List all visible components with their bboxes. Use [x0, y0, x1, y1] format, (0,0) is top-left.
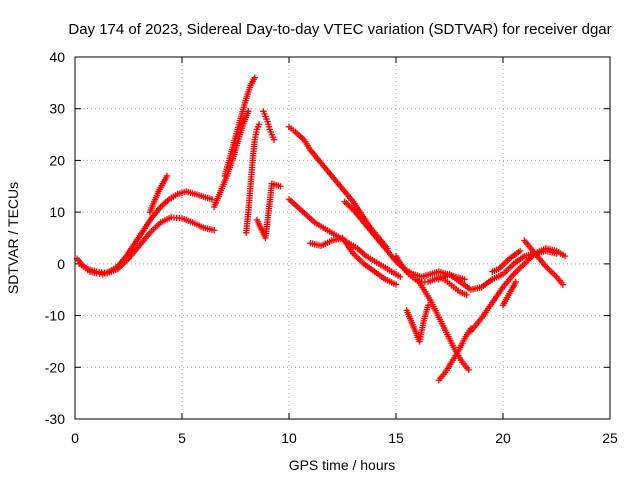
x-tick-label: 20: [495, 430, 511, 446]
data-point: [392, 281, 400, 288]
y-tick-label: 0: [57, 256, 65, 272]
data-point: [516, 247, 524, 255]
data-point: [277, 183, 284, 190]
data-point: [245, 108, 252, 115]
x-tick-label: 25: [602, 430, 618, 446]
x-tick-label: 10: [281, 430, 297, 446]
y-tick-label: -20: [45, 359, 65, 375]
data-point: [561, 252, 569, 260]
data-point: [255, 121, 263, 128]
grid: [75, 57, 610, 419]
y-tick-label: 30: [49, 101, 65, 117]
data-point: [463, 291, 470, 299]
x-axis-label: GPS time / hours: [289, 457, 396, 473]
y-tick-label: 10: [49, 204, 65, 220]
x-tick-label: 5: [178, 430, 186, 446]
data-point: [251, 74, 258, 81]
y-tick-label: -30: [45, 411, 65, 427]
y-tick-label: 20: [49, 152, 65, 168]
x-tick-label: 0: [71, 430, 79, 446]
data-point: [208, 196, 216, 203]
data-points: [73, 74, 569, 384]
data-point: [461, 276, 468, 283]
x-tick-label: 15: [388, 430, 404, 446]
data-point: [163, 172, 171, 180]
data-point: [397, 273, 404, 280]
data-point: [210, 227, 218, 234]
chart-title: Day 174 of 2023, Sidereal Day-to-day VTE…: [68, 21, 611, 38]
plot-frame: [74, 56, 611, 420]
y-tick-label: -10: [45, 308, 65, 324]
data-point: [270, 136, 278, 143]
y-axis-label: SDTVAR / TECUs: [5, 182, 21, 294]
data-point: [465, 366, 472, 374]
data-point: [512, 278, 520, 286]
y-tick-label: 40: [49, 49, 65, 65]
data-point: [559, 281, 567, 288]
data-point: [424, 302, 432, 309]
